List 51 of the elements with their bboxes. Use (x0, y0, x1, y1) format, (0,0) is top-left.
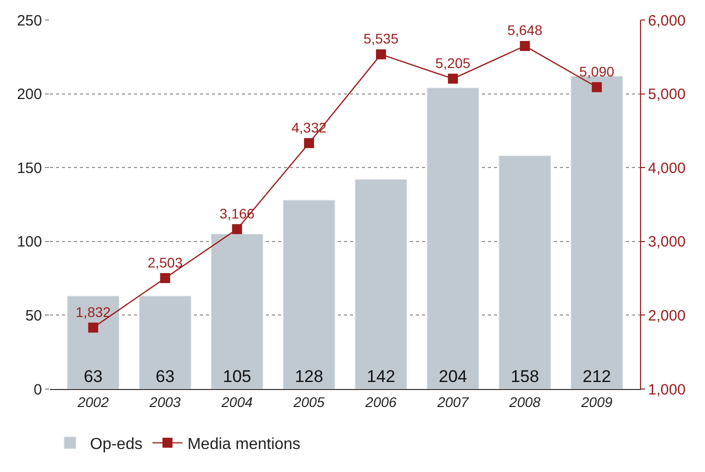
data-label: 1,832 (76, 304, 111, 320)
data-label: 128 (294, 367, 324, 386)
data-label: 2,503 (148, 254, 183, 270)
y-tick-label: 150 (16, 160, 42, 177)
bar (426, 88, 480, 389)
y-tick-label: 250 (16, 12, 42, 30)
point (160, 273, 170, 284)
x-tick-label: 2003 (148, 394, 181, 410)
data-label: 212 (582, 367, 612, 386)
y-tick-label: 100 (16, 234, 42, 251)
point (304, 138, 314, 148)
y2-tick-label: 1,000 (648, 381, 686, 398)
y-tick-label: 0 (34, 381, 42, 398)
data-label: 5,648 (507, 22, 543, 38)
point (592, 82, 602, 92)
y2-tick-label: 5,000 (648, 86, 686, 104)
data-label: 63 (156, 367, 175, 386)
data-label: 5,090 (579, 63, 615, 80)
y-tick-label: 200 (16, 86, 42, 104)
point (376, 49, 386, 60)
data-label: 158 (510, 367, 540, 386)
x-tick-label: 2005 (292, 394, 325, 410)
data-label: 142 (366, 367, 396, 386)
data-label: 63 (84, 367, 103, 386)
bar (210, 234, 264, 389)
x-tick-label: 2008 (508, 394, 541, 410)
bar (138, 296, 192, 389)
x-tick-label: 2006 (364, 394, 397, 410)
bar (498, 156, 552, 389)
data-label: 5,535 (363, 30, 399, 47)
data-label: 105 (222, 367, 252, 386)
point (232, 224, 242, 234)
x-tick-label: 2004 (220, 394, 253, 410)
y2-tick-label: 4,000 (648, 160, 686, 177)
point (520, 40, 530, 51)
y2-tick-label: 6,000 (648, 12, 686, 30)
data-label: 204 (438, 367, 468, 386)
x-tick-label: 2002 (76, 394, 109, 410)
legend-label: Media mentions (187, 436, 300, 454)
y2-tick-label: 3,000 (648, 234, 686, 251)
legend-label: Op-eds (90, 436, 142, 454)
x-tick-label: 2007 (436, 394, 470, 410)
point (448, 74, 458, 84)
x-tick-label: 2009 (580, 394, 613, 410)
bar (67, 296, 120, 389)
y2-tick-label: 2,000 (648, 307, 686, 324)
y-tick-label: 50 (25, 307, 42, 324)
point (88, 322, 98, 333)
data-label: 5,205 (435, 54, 471, 71)
bar (354, 179, 408, 389)
bar (282, 200, 336, 389)
